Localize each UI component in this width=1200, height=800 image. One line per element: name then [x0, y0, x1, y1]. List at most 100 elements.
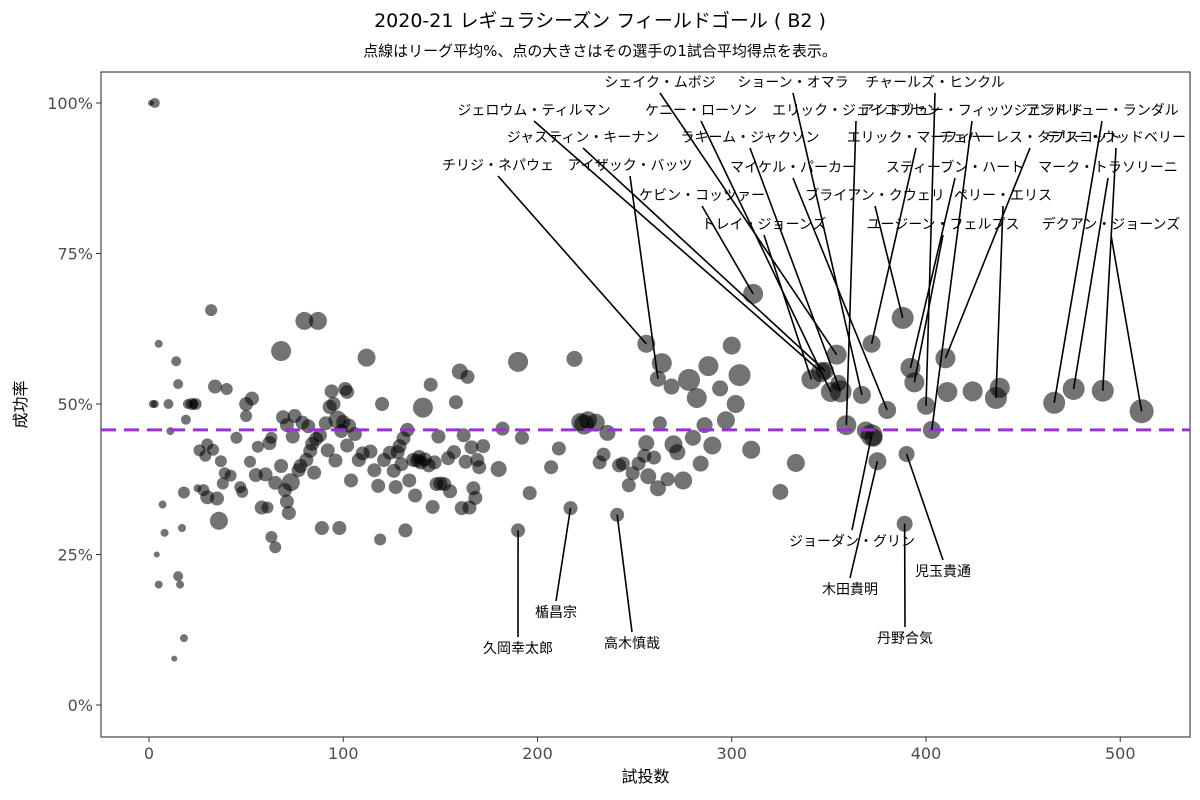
data-point: [674, 471, 693, 490]
x-tick-label: 400: [911, 744, 942, 763]
data-point: [460, 369, 475, 384]
x-tick-label: 300: [716, 744, 747, 763]
annotation-label: デクアン・ジョーンズ: [1042, 216, 1180, 233]
data-point: [205, 304, 218, 317]
data-point: [448, 395, 463, 410]
annotation-label: アンドリュー・ランダル: [1025, 103, 1178, 119]
data-point: [398, 523, 413, 538]
data-point: [274, 459, 289, 474]
annotation-label: 高木慎哉: [604, 635, 660, 652]
data-point: [158, 500, 167, 509]
annotation-label: 楯昌宗: [535, 605, 577, 621]
annotation-label: ペリー・エリス: [954, 188, 1052, 204]
data-point: [722, 336, 741, 355]
data-point: [269, 541, 282, 554]
data-point: [371, 478, 386, 493]
leader-line: [849, 461, 879, 579]
data-point: [615, 456, 630, 471]
annotation-label: ジェロウム・ティルマン: [457, 103, 610, 119]
x-tick-label: 200: [522, 744, 553, 763]
data-point: [251, 440, 264, 453]
leader-line: [1101, 147, 1117, 391]
leader-line: [845, 120, 857, 426]
leader-line: [905, 453, 944, 561]
data-point: [244, 455, 257, 468]
data-point: [425, 499, 440, 514]
data-point: [684, 429, 701, 446]
annotation-label: マーク・トラソリーニ: [1038, 160, 1178, 176]
data-point: [640, 468, 657, 485]
data-point: [281, 505, 296, 520]
annotation-label: ショーン・オマラ: [737, 75, 848, 91]
data-point: [320, 443, 335, 458]
data-point: [268, 475, 283, 490]
annotation-label: トレイ・ジョーンズ: [701, 217, 826, 233]
data-point: [726, 395, 745, 413]
annotation-label: ケニー・ローソン: [645, 103, 757, 119]
leader-line: [995, 205, 1004, 399]
data-point: [703, 436, 722, 455]
data-point: [307, 465, 322, 480]
data-point: [599, 424, 616, 441]
data-point: [220, 382, 233, 395]
data-point: [230, 431, 243, 444]
data-point: [163, 399, 174, 409]
data-point: [566, 350, 583, 367]
y-axis-title: 成功率: [11, 380, 30, 428]
data-point: [647, 450, 662, 465]
data-point: [472, 460, 487, 475]
x-tick-label: 500: [1105, 744, 1136, 763]
data-point: [427, 455, 442, 470]
data-point: [375, 397, 390, 411]
data-point: [209, 511, 228, 530]
annotation-label: アンドリュー・フィッツジェラルド: [860, 103, 1083, 119]
data-point: [786, 453, 805, 472]
y-tick-label: 0%: [68, 696, 93, 715]
y-tick-label: 25%: [57, 546, 93, 565]
y-tick-label: 50%: [57, 395, 93, 414]
annotation-label: ブライアン・クウェリ: [805, 187, 944, 204]
annotation-label: スティーブン・ハート: [886, 159, 1024, 176]
leader-line: [582, 147, 826, 372]
data-point: [490, 461, 507, 478]
data-point: [295, 311, 314, 330]
data-point: [173, 571, 184, 582]
data-point: [363, 444, 378, 459]
data-point: [171, 356, 182, 367]
leader-line: [749, 147, 842, 392]
data-point: [692, 455, 709, 472]
data-point: [388, 480, 403, 495]
data-point: [408, 488, 423, 503]
leader-line: [925, 92, 936, 406]
leader-line: [931, 120, 973, 430]
data-point: [772, 483, 789, 500]
leader-line: [497, 175, 647, 345]
leader-line: [533, 120, 822, 373]
data-point: [514, 430, 529, 445]
leader-line: [870, 147, 917, 344]
data-point: [663, 378, 680, 395]
leader-line: [874, 205, 904, 319]
data-point: [279, 494, 294, 509]
data-point: [340, 384, 355, 399]
leader-line: [792, 92, 863, 396]
data-point: [265, 431, 278, 444]
data-point: [332, 521, 347, 536]
data-point: [208, 379, 223, 394]
data-point: [328, 453, 343, 468]
data-point: [522, 486, 537, 501]
data-point: [340, 438, 355, 453]
chart-title: 2020-21 レギュラシーズン フィールドゴール ( B2 ): [374, 10, 826, 32]
data-point: [728, 364, 751, 387]
data-point: [551, 441, 566, 456]
data-point: [314, 521, 329, 536]
leader-line: [909, 177, 956, 369]
annotation-label: シェイク・ムボジ: [604, 75, 715, 91]
data-point: [742, 440, 761, 459]
data-point: [261, 501, 274, 514]
data-point: [178, 524, 187, 533]
annotation-label: ジャスティン・キーナン: [507, 130, 659, 146]
annotation-label: エリック・マーフィー: [847, 130, 986, 146]
data-point: [271, 341, 292, 362]
